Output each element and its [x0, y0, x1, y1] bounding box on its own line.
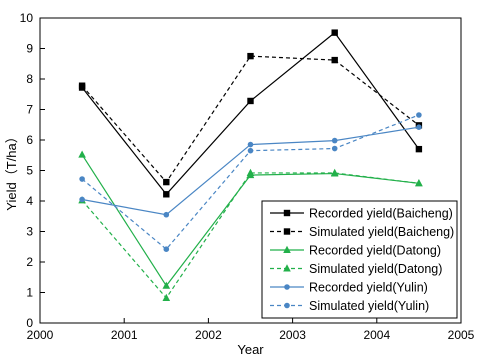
y-axis-label: Yield（T/ha）	[4, 130, 19, 210]
data-point	[331, 137, 338, 144]
data-point	[415, 145, 423, 153]
legend-item: Simulated yield(Yulin)	[270, 299, 429, 313]
data-point	[79, 176, 85, 182]
series-1	[78, 52, 423, 186]
legend-item: Recorded yield(Yulin)	[270, 281, 428, 295]
x-tick-label: 2001	[111, 328, 138, 342]
legend-swatch-marker	[283, 209, 291, 217]
legend-box	[261, 200, 458, 319]
x-tick-label: 2003	[279, 328, 306, 342]
series-4	[79, 124, 422, 218]
legend-swatch-marker	[283, 264, 291, 272]
data-point	[247, 97, 254, 105]
y-tick-label: 3	[26, 225, 33, 239]
data-point	[331, 29, 338, 36]
data-point	[78, 82, 86, 89]
legend-label: Simulated yield(Yulin)	[309, 299, 429, 313]
y-tick-label: 0	[26, 316, 33, 330]
data-point	[78, 150, 86, 158]
series-line	[81, 172, 419, 299]
data-point	[247, 52, 254, 60]
x-tick-label: 2000	[27, 328, 54, 342]
legend-item: Simulated yield(Datong)	[270, 262, 442, 276]
data-point	[162, 293, 171, 301]
data-point	[163, 178, 170, 186]
data-point	[246, 168, 255, 176]
data-point	[162, 281, 171, 289]
legend-label: Recorded yield(Datong)	[309, 244, 441, 258]
legend-item: Recorded yield(Datong)	[270, 244, 441, 258]
data-point	[330, 168, 339, 176]
data-point	[163, 211, 170, 218]
x-tick-label: 2002	[195, 328, 222, 342]
legend-label: Simulated yield(Datong)	[309, 262, 442, 276]
data-point	[415, 179, 423, 187]
data-point	[331, 56, 338, 64]
data-point	[416, 112, 422, 118]
y-tick-label: 9	[26, 42, 33, 56]
legend-label: Recorded yield(Baicheng)	[309, 207, 453, 221]
data-point	[331, 145, 338, 152]
legend-swatch-marker	[283, 228, 291, 235]
legend-item: Simulated yield(Baicheng)	[270, 225, 454, 239]
y-tick-label: 7	[26, 103, 33, 117]
x-axis-label: Year	[237, 342, 264, 357]
legend-swatch-marker	[284, 302, 290, 309]
legend-label: Simulated yield(Baicheng)	[309, 225, 454, 239]
legend-item: Recorded yield(Baicheng)	[270, 207, 453, 221]
y-tick-label: 6	[26, 133, 33, 147]
legend-swatch-marker	[284, 284, 290, 290]
x-tick-label: 2005	[448, 328, 475, 342]
y-tick-label: 10	[20, 11, 34, 25]
legend-label: Recorded yield(Yulin)	[309, 281, 428, 295]
legend: Recorded yield(Baicheng) Simulated yield(…	[261, 200, 458, 319]
series-5	[79, 112, 422, 252]
data-point	[247, 141, 254, 148]
data-point	[79, 196, 85, 203]
y-tick-label: 5	[26, 164, 33, 178]
data-point	[416, 124, 422, 130]
series-line	[81, 55, 420, 184]
y-tick-label: 4	[26, 194, 33, 208]
data-point	[163, 191, 170, 198]
x-tick-label: 2004	[363, 328, 390, 342]
legend-swatch-marker	[283, 245, 291, 253]
data-point	[247, 147, 254, 154]
data-point	[163, 246, 170, 252]
y-tick-label: 2	[26, 255, 33, 269]
y-tick-label: 1	[26, 286, 33, 300]
y-tick-label: 8	[26, 72, 33, 86]
